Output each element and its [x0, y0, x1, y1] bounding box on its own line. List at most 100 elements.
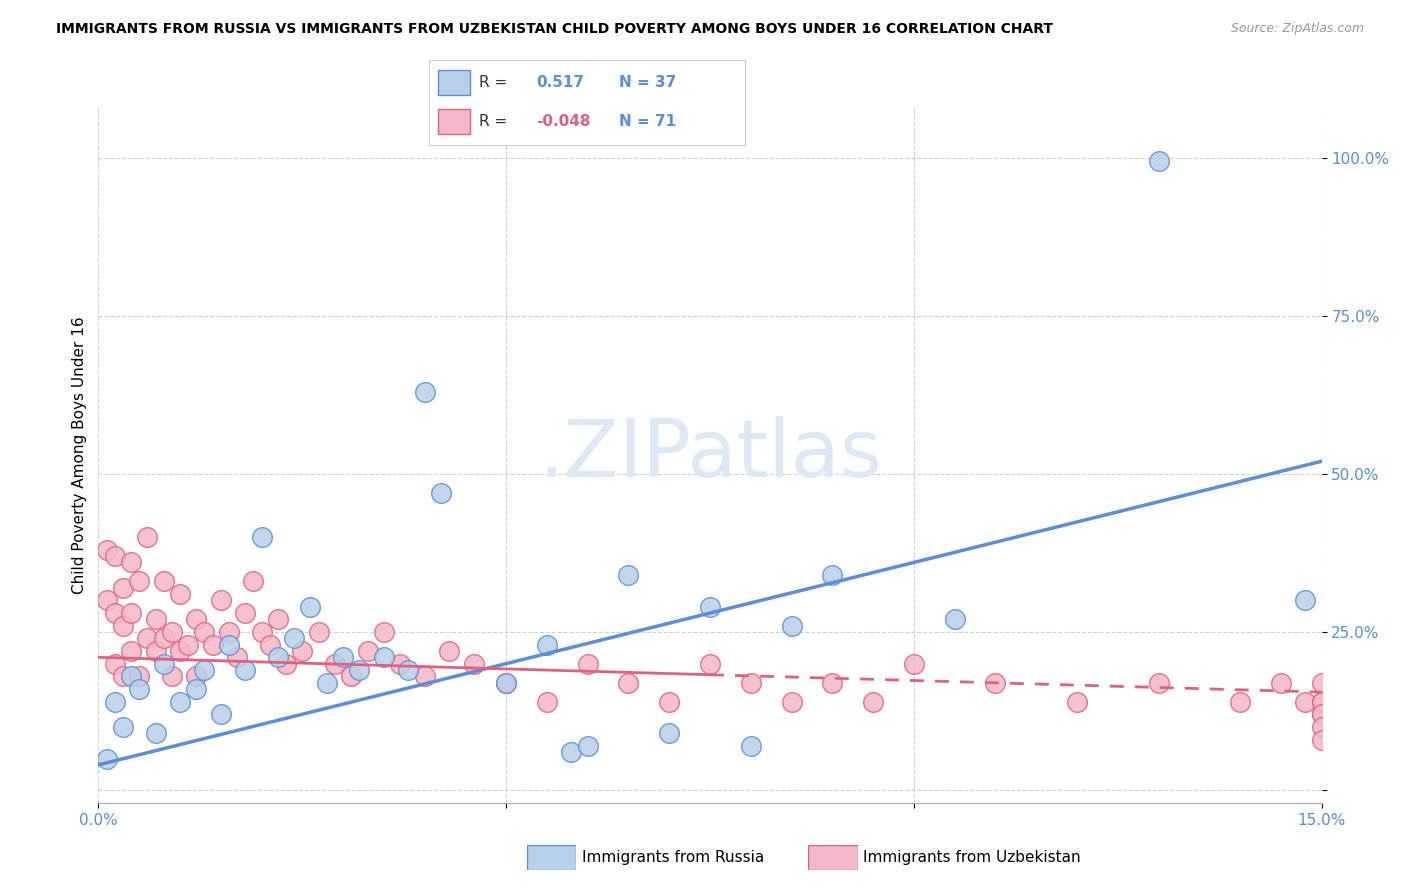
Point	[128, 574, 150, 589]
Point	[104, 695, 127, 709]
Text: 0.517: 0.517	[537, 75, 585, 90]
Point	[152, 574, 174, 589]
Point	[104, 657, 127, 671]
Point	[943, 612, 966, 626]
Point	[1310, 732, 1333, 747]
Point	[536, 695, 558, 709]
Point	[186, 669, 208, 683]
Point	[821, 568, 844, 582]
Point	[160, 625, 183, 640]
Point	[699, 599, 721, 614]
Point	[576, 657, 599, 671]
Point	[120, 606, 142, 620]
Point	[780, 618, 803, 632]
Point	[356, 644, 378, 658]
Point	[413, 384, 436, 399]
Point	[1310, 707, 1333, 722]
Point	[283, 632, 305, 646]
Point	[740, 739, 762, 753]
Text: Source: ZipAtlas.com: Source: ZipAtlas.com	[1230, 22, 1364, 36]
Point	[349, 663, 371, 677]
Point	[274, 657, 297, 671]
Point	[862, 695, 884, 709]
Point	[389, 657, 412, 671]
Point	[104, 606, 127, 620]
Point	[120, 644, 142, 658]
Point	[218, 638, 240, 652]
Point	[218, 625, 240, 640]
Text: Immigrants from Russia: Immigrants from Russia	[582, 850, 765, 864]
Point	[111, 618, 134, 632]
Point	[332, 650, 354, 665]
Point	[1294, 593, 1316, 607]
Point	[780, 695, 803, 709]
Point	[96, 593, 118, 607]
Point	[437, 644, 460, 658]
Point	[1310, 695, 1333, 709]
Text: .ZIPatlas: .ZIPatlas	[538, 416, 882, 494]
Point	[96, 542, 118, 557]
Point	[617, 675, 640, 690]
Point	[658, 726, 681, 740]
Point	[177, 638, 200, 652]
Text: N = 37: N = 37	[619, 75, 676, 90]
Bar	[439, 109, 470, 135]
Point	[233, 663, 256, 677]
Point	[536, 638, 558, 652]
Point	[145, 726, 167, 740]
Point	[396, 663, 419, 677]
Point	[1066, 695, 1088, 709]
Point	[226, 650, 249, 665]
Point	[617, 568, 640, 582]
Point	[259, 638, 281, 652]
Point	[169, 587, 191, 601]
Point	[104, 549, 127, 563]
Text: R =: R =	[479, 75, 513, 90]
Point	[136, 632, 159, 646]
Point	[242, 574, 264, 589]
Point	[120, 556, 142, 570]
Point	[903, 657, 925, 671]
Point	[160, 669, 183, 683]
Point	[152, 632, 174, 646]
Point	[315, 675, 337, 690]
Point	[209, 707, 232, 722]
Point	[169, 695, 191, 709]
Point	[373, 650, 395, 665]
Point	[576, 739, 599, 753]
Point	[430, 486, 453, 500]
Point	[1310, 707, 1333, 722]
Point	[373, 625, 395, 640]
Point	[1229, 695, 1251, 709]
Text: R =: R =	[479, 114, 513, 129]
Point	[201, 638, 224, 652]
Point	[299, 599, 322, 614]
Point	[250, 530, 273, 544]
Point	[193, 625, 215, 640]
Point	[169, 644, 191, 658]
Point	[1147, 675, 1170, 690]
Point	[111, 669, 134, 683]
Point	[699, 657, 721, 671]
Point	[560, 745, 582, 759]
Point	[658, 695, 681, 709]
Point	[1270, 675, 1292, 690]
Point	[1294, 695, 1316, 709]
Point	[96, 751, 118, 765]
Point	[186, 681, 208, 696]
Point	[267, 612, 290, 626]
Point	[495, 675, 517, 690]
Point	[111, 581, 134, 595]
Point	[340, 669, 363, 683]
Point	[193, 663, 215, 677]
Point	[136, 530, 159, 544]
Point	[186, 612, 208, 626]
Point	[233, 606, 256, 620]
Point	[128, 669, 150, 683]
Text: Immigrants from Uzbekistan: Immigrants from Uzbekistan	[863, 850, 1081, 864]
Point	[209, 593, 232, 607]
Point	[267, 650, 290, 665]
Point	[250, 625, 273, 640]
Point	[1310, 695, 1333, 709]
Text: N = 71: N = 71	[619, 114, 676, 129]
